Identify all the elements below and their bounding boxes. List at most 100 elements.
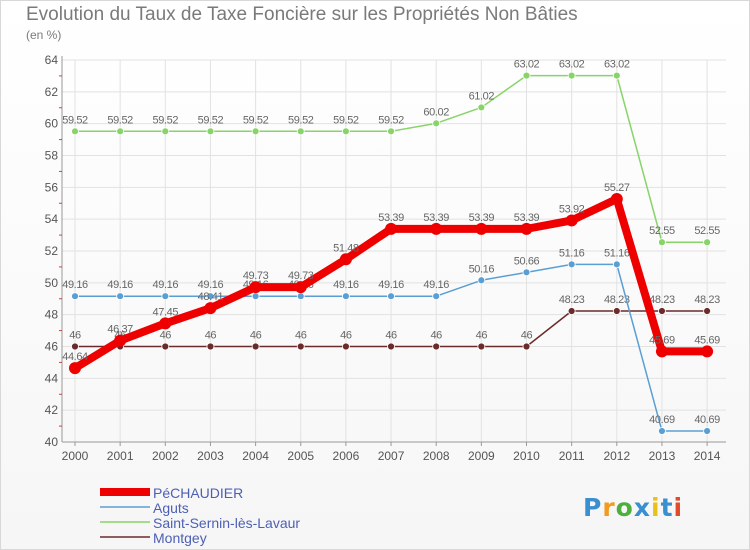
data-point-aguts <box>477 276 486 285</box>
data-label-montgey: 48.23 <box>649 294 675 306</box>
data-label-montgey: 46 <box>476 330 488 342</box>
data-point-aguts <box>296 292 305 301</box>
y-tick-label: 62 <box>45 85 59 99</box>
data-label-saint-sernin-l-s-lavaur: 63.02 <box>514 59 540 71</box>
y-tick-label: 60 <box>45 117 59 131</box>
data-label-saint-sernin-l-s-lavaur: 63.02 <box>604 59 630 71</box>
y-tick-label: 48 <box>45 308 59 322</box>
data-point-montgey <box>703 307 711 315</box>
data-point-aguts <box>116 292 125 301</box>
x-tick-label: 2011 <box>559 449 585 463</box>
data-label-aguts: 50.16 <box>469 263 495 275</box>
data-label-saint-sernin-l-s-lavaur: 52.55 <box>649 225 675 237</box>
data-label-p-chaudier: 51.48 <box>333 242 359 254</box>
y-tick-label: 50 <box>45 276 59 290</box>
x-tick-label: 2006 <box>333 449 360 463</box>
data-label-montgey: 46 <box>205 330 217 342</box>
y-tick-label: 56 <box>45 180 59 194</box>
data-point-aguts <box>658 427 666 435</box>
data-label-p-chaudier: 46.37 <box>107 324 133 336</box>
data-point-aguts <box>341 292 350 301</box>
x-tick-label: 2001 <box>107 449 134 463</box>
data-point-p-chaudier <box>114 334 127 347</box>
data-label-saint-sernin-l-s-lavaur: 61.02 <box>469 90 495 102</box>
logo-letter: i <box>673 493 684 522</box>
data-point-saint-sernin-l-s-lavaur <box>71 127 79 136</box>
data-label-p-chaudier: 53.92 <box>559 203 585 215</box>
data-label-p-chaudier: 53.39 <box>514 212 540 224</box>
data-label-montgey: 48.23 <box>604 294 630 306</box>
data-point-saint-sernin-l-s-lavaur <box>432 119 441 128</box>
data-point-saint-sernin-l-s-lavaur <box>567 71 576 80</box>
data-label-saint-sernin-l-s-lavaur: 59.52 <box>288 114 314 126</box>
data-point-montgey <box>612 307 621 315</box>
data-point-aguts <box>161 292 170 301</box>
data-point-montgey <box>206 342 215 351</box>
data-label-aguts: 49.16 <box>378 279 404 291</box>
data-point-saint-sernin-l-s-lavaur <box>612 71 621 80</box>
data-point-aguts <box>71 292 79 301</box>
data-point-saint-sernin-l-s-lavaur <box>658 238 666 247</box>
data-point-p-chaudier <box>655 345 668 358</box>
data-point-saint-sernin-l-s-lavaur <box>296 127 305 136</box>
data-point-montgey <box>477 342 486 351</box>
data-point-saint-sernin-l-s-lavaur <box>161 127 170 136</box>
data-label-saint-sernin-l-s-lavaur: 63.02 <box>559 59 585 71</box>
y-axis-unit-label: (en %) <box>26 28 62 42</box>
data-point-aguts <box>251 292 260 301</box>
data-label-aguts: 49.16 <box>198 279 224 291</box>
data-point-aguts <box>567 260 576 269</box>
data-point-montgey <box>432 342 441 351</box>
data-point-p-chaudier <box>565 214 578 227</box>
data-label-p-chaudier: 53.39 <box>469 212 495 224</box>
x-tick-label: 2014 <box>694 449 721 463</box>
x-tick-label: 2000 <box>62 449 89 463</box>
data-label-saint-sernin-l-s-lavaur: 59.52 <box>243 114 269 126</box>
data-label-aguts: 49.16 <box>62 279 88 291</box>
legend-label-saint-sernin: Saint-Sernin-lès-Lavaur <box>153 515 301 531</box>
x-tick-label: 2012 <box>603 449 630 463</box>
logo-letter: i <box>651 493 661 522</box>
data-point-montgey <box>567 307 576 315</box>
data-label-montgey: 46 <box>295 330 307 342</box>
data-point-saint-sernin-l-s-lavaur <box>522 71 531 80</box>
data-label-montgey: 46 <box>160 330 172 342</box>
data-label-aguts: 51.16 <box>604 247 630 259</box>
y-tick-label: 58 <box>45 149 59 163</box>
data-label-aguts: 49.16 <box>423 279 449 291</box>
data-point-p-chaudier <box>249 281 262 294</box>
x-tick-label: 2013 <box>649 449 676 463</box>
data-point-p-chaudier <box>610 192 623 205</box>
data-point-saint-sernin-l-s-lavaur <box>703 238 711 247</box>
data-point-saint-sernin-l-s-lavaur <box>116 127 125 136</box>
data-label-p-chaudier: 55.27 <box>604 182 630 194</box>
x-tick-label: 2007 <box>378 449 405 463</box>
data-label-montgey: 48.23 <box>559 294 585 306</box>
data-label-montgey: 48.23 <box>694 294 720 306</box>
logo-letter: o <box>615 493 634 522</box>
y-tick-label: 52 <box>45 244 59 258</box>
data-label-saint-sernin-l-s-lavaur: 52.55 <box>694 225 720 237</box>
data-point-p-chaudier <box>69 362 81 375</box>
x-tick-label: 2005 <box>287 449 314 463</box>
legend-label-montgey: Montgey <box>153 530 207 546</box>
data-label-aguts: 49.16 <box>107 279 133 291</box>
y-tick-label: 46 <box>45 340 59 354</box>
data-point-p-chaudier <box>159 317 172 330</box>
x-tick-label: 2009 <box>468 449 495 463</box>
data-label-montgey: 46 <box>69 330 81 342</box>
data-label-aguts: 49.16 <box>153 279 179 291</box>
data-point-p-chaudier <box>385 222 398 235</box>
data-label-montgey: 46 <box>385 330 397 342</box>
data-point-aguts <box>432 292 441 301</box>
data-label-p-chaudier: 49.73 <box>243 270 269 282</box>
x-tick-label: 2003 <box>197 449 224 463</box>
data-label-p-chaudier: 53.39 <box>378 212 404 224</box>
y-tick-label: 44 <box>45 371 59 385</box>
data-label-p-chaudier: 53.39 <box>423 212 449 224</box>
data-label-saint-sernin-l-s-lavaur: 59.52 <box>198 114 224 126</box>
data-label-aguts: 40.69 <box>649 414 675 426</box>
data-label-aguts: 51.16 <box>559 247 585 259</box>
y-tick-label: 42 <box>45 403 59 417</box>
